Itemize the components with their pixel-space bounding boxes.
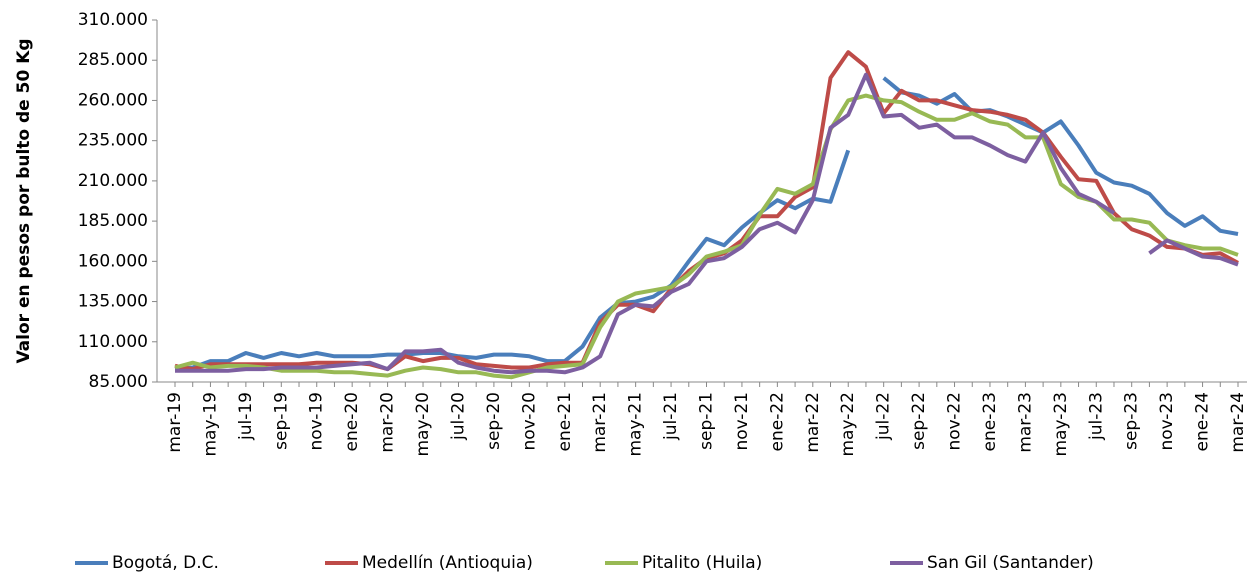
x-tick-label: may-23 xyxy=(1051,392,1071,457)
y-tick-label: 135.000 xyxy=(78,292,148,312)
x-tick-label: ene-20 xyxy=(342,392,362,451)
x-tick-label: sep-23 xyxy=(1122,392,1142,450)
x-tick-label: jul-20 xyxy=(448,392,468,441)
x-tick-label: sep-19 xyxy=(271,392,291,450)
x-tick-label: mar-24 xyxy=(1228,392,1248,453)
x-tick-label: nov-21 xyxy=(732,392,752,451)
series-line xyxy=(175,72,1239,375)
x-tick-label: mar-21 xyxy=(590,392,610,453)
x-tick-label: jul-23 xyxy=(1086,392,1106,441)
x-tick-label: nov-23 xyxy=(1157,392,1177,451)
x-tick-label: nov-20 xyxy=(519,392,539,451)
series-line xyxy=(174,93,1239,380)
x-tick-label: sep-22 xyxy=(909,392,929,450)
x-tick-label: nov-19 xyxy=(307,392,327,451)
y-tick-label: 185.000 xyxy=(78,211,148,231)
x-tick-label: jul-19 xyxy=(236,392,256,441)
x-tick-label: may-20 xyxy=(413,392,433,457)
series-line xyxy=(174,76,1239,372)
legend-label: Medellín (Antioquia) xyxy=(362,553,533,573)
y-tick-label: 260.000 xyxy=(78,90,148,110)
x-tick-label: mar-20 xyxy=(378,392,398,453)
x-tick-label: may-19 xyxy=(200,392,220,457)
x-tick-label: may-22 xyxy=(838,392,858,457)
series-line xyxy=(174,50,1239,372)
x-tick-label: mar-23 xyxy=(1015,392,1035,453)
x-tick-label: sep-20 xyxy=(484,392,504,450)
y-tick-label: 285.000 xyxy=(78,50,148,70)
x-tick-label: ene-24 xyxy=(1193,392,1213,451)
y-axis-label: Valor en pesos por bulto de 50 Kg xyxy=(14,38,34,363)
x-tick-label: ene-21 xyxy=(555,392,575,451)
x-tick-label: ene-22 xyxy=(767,392,787,451)
y-tick-label: 110.000 xyxy=(78,332,148,352)
y-tick-label: 310.000 xyxy=(78,10,148,30)
x-tick-label: mar-22 xyxy=(803,392,823,453)
legend-label: San Gil (Santander) xyxy=(927,553,1094,573)
x-tick-label: may-21 xyxy=(626,392,646,457)
x-tick-label: ene-23 xyxy=(980,392,1000,451)
x-tick-label: sep-21 xyxy=(697,392,717,450)
y-tick-label: 235.000 xyxy=(78,131,148,151)
x-tick-label: nov-22 xyxy=(945,392,965,451)
x-tick-label: mar-19 xyxy=(165,392,185,453)
y-tick-label: 160.000 xyxy=(78,251,148,271)
y-tick-label: 85.000 xyxy=(89,372,148,392)
x-tick-label: jul-22 xyxy=(874,392,894,441)
y-tick-label: 210.000 xyxy=(78,171,148,191)
legend-label: Bogotá, D.C. xyxy=(112,553,219,573)
legend-label: Pitalito (Huila) xyxy=(642,553,762,573)
x-tick-label: jul-21 xyxy=(661,392,681,441)
